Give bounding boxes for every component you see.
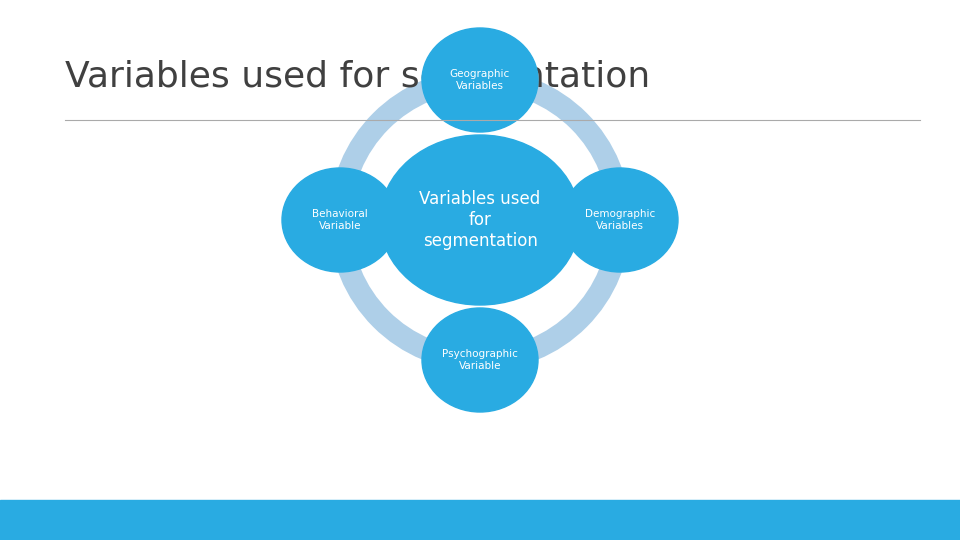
Ellipse shape [380, 135, 580, 305]
Ellipse shape [562, 168, 678, 272]
Text: Variables used for segmentation: Variables used for segmentation [65, 60, 650, 94]
Ellipse shape [282, 168, 398, 272]
Bar [0, 500, 960, 540]
Ellipse shape [422, 28, 538, 132]
Text: Variables used
for
segmentation: Variables used for segmentation [420, 190, 540, 250]
Text: Psychographic
Variable: Psychographic Variable [442, 349, 518, 371]
Text: Demographic
Variables: Demographic Variables [585, 209, 655, 231]
Text: Geographic
Variables: Geographic Variables [450, 69, 510, 91]
Ellipse shape [422, 308, 538, 412]
Text: Behavioral
Variable: Behavioral Variable [312, 209, 368, 231]
